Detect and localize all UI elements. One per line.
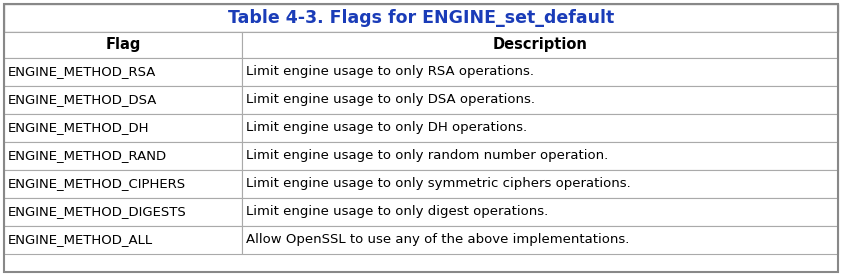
Text: ENGINE_METHOD_DIGESTS: ENGINE_METHOD_DIGESTS bbox=[8, 206, 187, 219]
Text: Table 4-3. Flags for ENGINE_set_default: Table 4-3. Flags for ENGINE_set_default bbox=[228, 9, 614, 27]
Text: Limit engine usage to only RSA operations.: Limit engine usage to only RSA operation… bbox=[246, 65, 534, 78]
Text: Limit engine usage to only random number operation.: Limit engine usage to only random number… bbox=[246, 150, 608, 163]
Bar bbox=[242, 32, 838, 58]
Text: Limit engine usage to only symmetric ciphers operations.: Limit engine usage to only symmetric cip… bbox=[246, 177, 631, 190]
Text: Flag: Flag bbox=[105, 38, 141, 52]
Bar bbox=[4, 226, 242, 254]
Bar bbox=[4, 32, 242, 58]
Bar bbox=[242, 58, 838, 86]
Text: ENGINE_METHOD_RAND: ENGINE_METHOD_RAND bbox=[8, 150, 167, 163]
Bar bbox=[4, 142, 242, 170]
Bar bbox=[4, 198, 242, 226]
Bar bbox=[4, 170, 242, 198]
Text: Allow OpenSSL to use any of the above implementations.: Allow OpenSSL to use any of the above im… bbox=[246, 233, 629, 246]
Text: Description: Description bbox=[493, 38, 587, 52]
Text: Limit engine usage to only DH operations.: Limit engine usage to only DH operations… bbox=[246, 121, 527, 134]
Bar bbox=[4, 58, 242, 86]
Bar bbox=[242, 142, 838, 170]
Text: ENGINE_METHOD_CIPHERS: ENGINE_METHOD_CIPHERS bbox=[8, 177, 186, 190]
Bar bbox=[242, 170, 838, 198]
Bar bbox=[242, 198, 838, 226]
Bar bbox=[4, 86, 242, 114]
Bar bbox=[4, 4, 838, 32]
Bar bbox=[242, 226, 838, 254]
Text: ENGINE_METHOD_DH: ENGINE_METHOD_DH bbox=[8, 121, 150, 134]
Bar bbox=[4, 114, 242, 142]
Bar bbox=[242, 86, 838, 114]
Text: ENGINE_METHOD_ALL: ENGINE_METHOD_ALL bbox=[8, 233, 153, 246]
Bar bbox=[242, 114, 838, 142]
Text: Limit engine usage to only digest operations.: Limit engine usage to only digest operat… bbox=[246, 206, 548, 219]
Text: ENGINE_METHOD_DSA: ENGINE_METHOD_DSA bbox=[8, 94, 157, 107]
Text: ENGINE_METHOD_RSA: ENGINE_METHOD_RSA bbox=[8, 65, 157, 78]
Text: Limit engine usage to only DSA operations.: Limit engine usage to only DSA operation… bbox=[246, 94, 535, 107]
